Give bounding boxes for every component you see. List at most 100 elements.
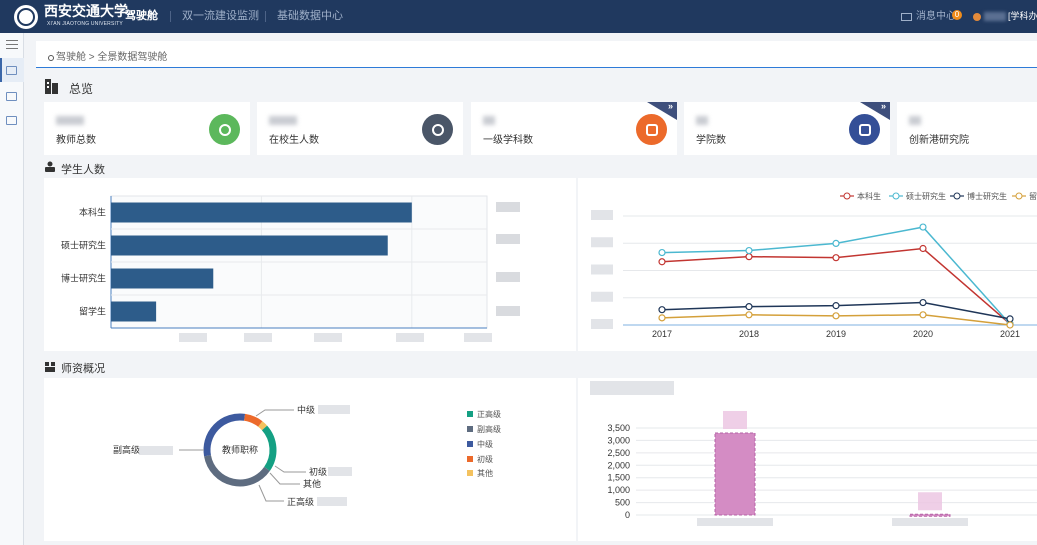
value-redacted bbox=[318, 405, 350, 414]
bar-0 bbox=[111, 202, 412, 223]
card-students[interactable]: 在校生人数 bbox=[257, 102, 463, 155]
card-value-redacted bbox=[56, 116, 84, 125]
sidebar-data-icon[interactable] bbox=[6, 116, 17, 125]
legend-marker bbox=[1015, 192, 1023, 200]
series-point bbox=[658, 306, 666, 314]
card-disciplines[interactable]: 一级学科数 » bbox=[471, 101, 677, 155]
y-tick-label: 2,500 bbox=[607, 448, 630, 458]
y-tick-label: 2,000 bbox=[607, 460, 630, 470]
legend-junior[interactable]: 初级 bbox=[467, 454, 493, 465]
tick-redacted bbox=[314, 333, 342, 342]
nav-cockpit[interactable]: 驾驶舱 bbox=[125, 10, 158, 22]
legend-label: 硕士研究生 bbox=[906, 191, 946, 201]
student-icon bbox=[422, 114, 453, 145]
x-tick-label: 2017 bbox=[652, 329, 672, 339]
students-icon bbox=[45, 161, 55, 172]
card-value-redacted bbox=[696, 116, 708, 125]
breadcrumb-home[interactable]: 驾驶舱 bbox=[56, 52, 86, 63]
value-redacted bbox=[496, 202, 520, 212]
card-institute[interactable]: 创新港研究院 bbox=[897, 102, 1037, 155]
double-chevron-icon[interactable]: » bbox=[880, 101, 886, 111]
y-tick-label: 1,000 bbox=[607, 485, 630, 495]
card-colleges[interactable]: 学院数 » bbox=[684, 101, 890, 155]
y-tick-redacted bbox=[591, 319, 613, 329]
series-point bbox=[658, 314, 666, 322]
card-teachers[interactable]: 教师总数 bbox=[44, 102, 250, 155]
series-point bbox=[658, 248, 666, 257]
faculty-bar-chart: 3,500 3,000 2,500 2,000 1,500 1,000 500 0 bbox=[590, 381, 1037, 526]
series-point bbox=[832, 254, 840, 262]
donut-label-other: 其他 bbox=[303, 478, 321, 489]
category-label: 留学生 bbox=[79, 306, 106, 317]
donut-center-label: 教师职称 bbox=[222, 444, 258, 455]
faculty-donut-panel: 教师职称 中级 副高级 初级 其他 正高级 正高级 副高级 中级 初级 其他 bbox=[44, 378, 576, 541]
value-redacted bbox=[328, 467, 352, 476]
menu-toggle-icon[interactable] bbox=[6, 40, 18, 52]
faculty-bar-panel: 3,500 3,000 2,500 2,000 1,500 1,000 500 0 bbox=[578, 378, 1037, 541]
legend-marker bbox=[892, 192, 900, 200]
sidebar-dashboard-icon[interactable] bbox=[6, 66, 17, 75]
legend-associate[interactable]: 副高级 bbox=[467, 424, 501, 435]
series-point bbox=[745, 253, 753, 261]
series-point bbox=[1006, 315, 1014, 323]
value-redacted bbox=[139, 446, 173, 455]
legend-other[interactable]: 其他 bbox=[467, 468, 493, 479]
tick-redacted bbox=[464, 333, 492, 342]
message-center[interactable]: 消息中心 bbox=[916, 11, 956, 22]
x-tick-label: 2021 bbox=[1000, 329, 1020, 339]
double-chevron-icon[interactable]: » bbox=[667, 101, 673, 111]
series-point bbox=[832, 302, 840, 310]
bar-1 bbox=[909, 513, 951, 517]
top-bar: 西安交通大学 XI'AN JIAOTONG UNIVERSITY 驾驶舱 双一流… bbox=[0, 0, 1037, 33]
donut-segment-associate bbox=[204, 454, 270, 487]
sidebar-active-item[interactable] bbox=[0, 58, 24, 82]
y-tick-label: 1,500 bbox=[607, 473, 630, 483]
y-tick-redacted bbox=[591, 264, 613, 275]
more-ribbon[interactable] bbox=[647, 102, 677, 120]
value-redacted bbox=[496, 306, 520, 316]
more-ribbon[interactable] bbox=[860, 102, 890, 120]
series-point bbox=[745, 246, 753, 255]
legend-mid[interactable]: 中级 bbox=[467, 439, 493, 450]
y-tick-redacted bbox=[591, 210, 613, 220]
nav-data-center[interactable]: 基础数据中心 bbox=[277, 10, 343, 22]
student-trend-chart: 2017 2018 2019 2020 2021 本科生 硕士研究生 博士研究生 留学生 bbox=[591, 191, 1037, 339]
x-tick-label: 2018 bbox=[739, 329, 759, 339]
category-label: 博士研究生 bbox=[61, 273, 106, 284]
x-tick-label: 2020 bbox=[913, 329, 933, 339]
nav-divider bbox=[170, 11, 171, 22]
legend-marker bbox=[953, 192, 961, 200]
category-label: 本科生 bbox=[79, 207, 106, 218]
nav-double-first-class[interactable]: 双一流建设监测 bbox=[182, 10, 259, 22]
building-icon bbox=[45, 79, 58, 94]
leader-line bbox=[258, 484, 284, 502]
card-label: 在校生人数 bbox=[269, 135, 319, 146]
university-logo[interactable] bbox=[14, 5, 38, 29]
series-point bbox=[658, 258, 666, 266]
donut-segment-junior bbox=[243, 413, 263, 427]
series-point bbox=[919, 298, 927, 307]
legend-senior[interactable]: 正高级 bbox=[467, 409, 501, 420]
sidebar-monitor-icon[interactable] bbox=[6, 92, 17, 101]
series-point bbox=[745, 303, 753, 311]
user-role[interactable]: [学科办 bbox=[1008, 11, 1037, 21]
series-point bbox=[919, 223, 927, 231]
sidebar bbox=[0, 33, 24, 545]
y-tick-redacted bbox=[591, 237, 613, 248]
bar-value-redacted bbox=[918, 492, 942, 511]
card-value-redacted bbox=[483, 116, 495, 125]
message-count-badge: 0 bbox=[952, 10, 962, 20]
bar-1 bbox=[111, 235, 388, 256]
user-avatar[interactable] bbox=[973, 13, 981, 21]
students-title: 学生人数 bbox=[61, 164, 105, 176]
y-tick-redacted bbox=[591, 291, 613, 302]
series-point bbox=[832, 312, 840, 320]
value-redacted bbox=[317, 497, 347, 506]
donut-label-mid: 中级 bbox=[297, 404, 315, 415]
bar-0 bbox=[714, 432, 756, 516]
nav-divider bbox=[265, 11, 266, 22]
legend-label: 博士研究生 bbox=[967, 191, 1007, 201]
mail-icon[interactable] bbox=[901, 13, 912, 21]
